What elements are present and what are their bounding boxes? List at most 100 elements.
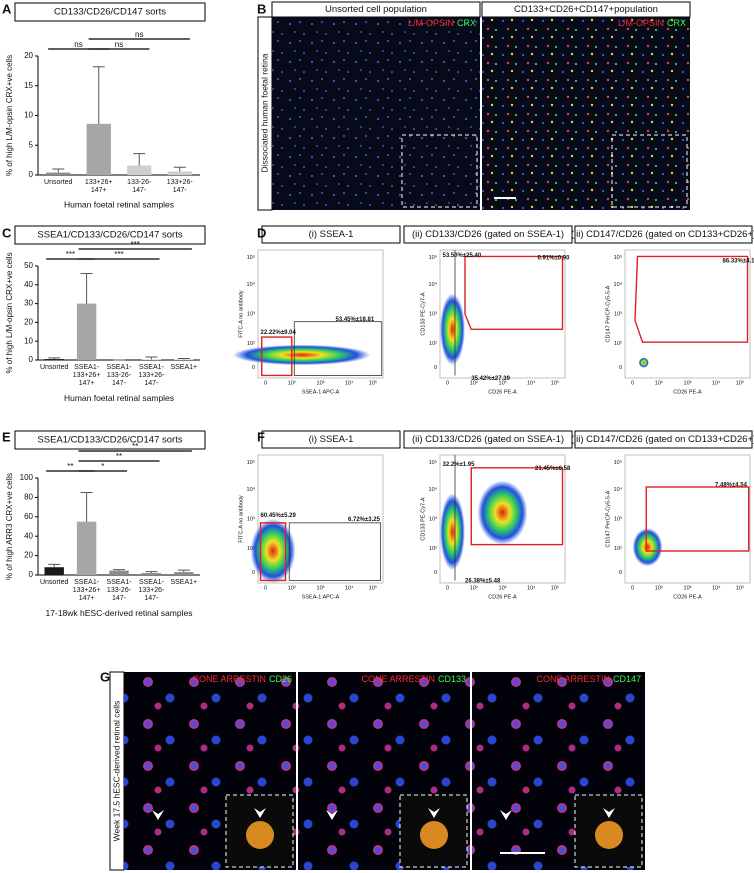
stain: CD133 [438, 674, 466, 684]
bar [174, 359, 194, 360]
y-tick-label: 10⁴ [614, 281, 623, 288]
stain: L/M-OPSIN [408, 18, 454, 28]
y-tick-label: 20 [24, 51, 33, 60]
x-tick-label: 10⁵ [369, 584, 377, 591]
title-box [403, 225, 573, 244]
y-tick-label: 10² [429, 546, 437, 552]
error-bar [145, 571, 158, 574]
y-axis-label: CD147 PerCP-Cy5-5-A [605, 490, 611, 547]
stain: CRX [667, 18, 686, 28]
y-tick-label: 0 [29, 355, 34, 364]
arrowhead [428, 808, 440, 818]
error-bar [113, 569, 125, 571]
x-tick-label: SSEA1-133+26-147- [138, 364, 165, 387]
arrowhead [254, 808, 266, 818]
y-tick-label: 60 [24, 512, 33, 521]
stain: CONE ARRESTIN [192, 674, 266, 684]
gate [645, 486, 750, 552]
plot-frame [624, 249, 751, 379]
gate-percentage: 21.45%±6.58 [535, 466, 571, 472]
x-tick-label: 10⁵ [551, 584, 559, 591]
error-bar [92, 66, 105, 124]
arrowhead [500, 810, 512, 820]
density-cloud [233, 344, 371, 366]
bar [127, 165, 152, 175]
x-axis-label: CD26 PE-A [488, 594, 517, 600]
panel-label: F [257, 429, 265, 444]
chart-title: SSEA1/CD133/CD26/CD147 sorts [37, 435, 182, 446]
gate-percentage: 86.33%±4.13 [723, 258, 754, 264]
error-bar [80, 492, 93, 522]
arrowhead [152, 810, 164, 820]
x-tick-label: 0 [446, 380, 449, 386]
y-tick-label: 30 [24, 299, 33, 308]
x-tick-label: 10⁵ [736, 379, 744, 386]
gate-percentage: 53.45%±18.81 [336, 317, 375, 323]
image-title: Unsorted cell population [325, 4, 427, 15]
bar [167, 171, 192, 175]
panel-label: C [2, 225, 12, 240]
x-tick-label: SSEA1-133+26+ 147+ [73, 364, 101, 387]
gate-percentage: 35.42%±27.39 [471, 376, 510, 382]
x-axis-label: Human foetal retinal samples [64, 199, 174, 209]
y-axis-label: CD133 PE-Cy7-A [420, 497, 426, 540]
significance-label: ** [116, 452, 122, 461]
bar [76, 303, 97, 360]
y-tick-label: 50 [24, 261, 33, 270]
bar [109, 570, 129, 575]
gate [288, 522, 381, 581]
x-tick-label: SSEA1+ [170, 364, 197, 371]
x-tick-label: 10⁴ [345, 379, 354, 386]
y-tick-label: 10⁴ [614, 486, 623, 493]
error-bar [48, 563, 61, 568]
y-axis-label: CD147 PerCP-Cy5-5-A [605, 285, 611, 342]
y-tick-label: 40 [24, 280, 33, 289]
x-tick-label: 0 [631, 380, 634, 386]
bar [46, 172, 71, 175]
x-axis-label: CD26 PE-A [673, 594, 702, 600]
x-tick-label: 10² [470, 380, 478, 386]
x-tick-label: SSEA1-133-26-147- [107, 364, 133, 387]
bar [44, 359, 64, 360]
gate-percentage: 0.91%±0.90 [538, 256, 571, 262]
y-tick-label: 0 [252, 365, 255, 371]
title-box [14, 430, 206, 450]
x-tick-label: 133+26+ 147+ [85, 179, 113, 194]
x-tick-label: Unsorted [40, 579, 69, 586]
x-tick-label: Unsorted [40, 364, 69, 371]
y-tick-label: 10⁴ [247, 486, 256, 493]
y-tick-label: 10² [614, 546, 622, 552]
x-tick-label: 10² [288, 585, 296, 591]
y-tick-label: 10³ [614, 311, 622, 317]
title-box [261, 430, 401, 449]
y-axis-label: CD133 PE-Cy7-A [420, 292, 426, 335]
x-tick-label: 10⁵ [369, 379, 377, 386]
x-axis-label: 17-18wk hESC-derived retinal samples [46, 608, 193, 618]
y-tick-label: 10³ [247, 516, 255, 522]
y-tick-label: 100 [20, 473, 34, 482]
error-bar [177, 569, 190, 573]
x-tick-label: 133+26-147- [167, 179, 194, 194]
x-tick-label: 10⁵ [551, 379, 559, 386]
y-tick-label: 10 [24, 336, 33, 345]
inset-frame [401, 134, 478, 208]
stain-label: L/M-OPSIN CRX [618, 18, 686, 28]
error-bar [173, 166, 186, 172]
y-tick-label: 0 [619, 365, 622, 371]
x-tick-label: 10³ [684, 380, 692, 386]
x-tick-label: 10⁴ [712, 379, 721, 386]
inset-cell [246, 821, 274, 849]
image-title: CD133+CD26+CD147+population [514, 4, 658, 15]
error-bar [133, 153, 146, 166]
inset-frame [611, 134, 688, 208]
x-tick-label: SSEA1+ [170, 579, 197, 586]
gate-percentage: 7.48%±4.54 [715, 482, 748, 488]
y-tick-label: 80 [24, 493, 33, 502]
y-axis-label: FITC-A no antibody [238, 495, 244, 543]
density-cloud [440, 493, 465, 571]
plot-title: (iii) CD147/CD26 (gated on CD133+CD26+) [571, 229, 754, 240]
density-cloud [477, 480, 528, 545]
x-tick-label: 10² [288, 380, 296, 386]
stain: CRX [457, 18, 476, 28]
x-tick-label: 0 [264, 380, 267, 386]
